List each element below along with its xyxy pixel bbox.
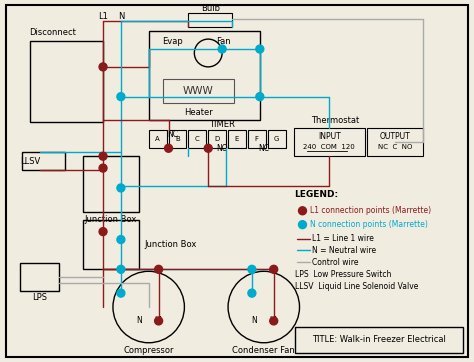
Text: L1: L1 [98,12,108,21]
Bar [188,13,232,27]
Circle shape [99,63,107,71]
Text: N connection points (Marrette): N connection points (Marrette) [310,220,428,229]
Circle shape [155,265,163,273]
Circle shape [248,265,256,273]
Text: E: E [235,136,239,142]
Text: Junction Box: Junction Box [145,240,197,249]
Text: NO: NO [216,144,228,153]
Text: OUTPUT: OUTPUT [379,132,410,141]
Text: Disconnect: Disconnect [29,28,76,37]
Circle shape [117,236,125,244]
Text: 240  COM  120: 240 COM 120 [303,144,355,150]
Bar [188,130,206,148]
Text: G: G [274,136,279,142]
Text: LPS: LPS [32,292,47,302]
Bar [83,220,139,269]
Text: D: D [215,136,220,142]
Text: Compressor: Compressor [123,346,174,355]
Text: LLSV: LLSV [20,157,40,166]
Text: L1 connection points (Marrette): L1 connection points (Marrette) [310,206,431,215]
Circle shape [117,289,125,297]
Text: Fan: Fan [216,37,231,46]
Circle shape [299,221,307,229]
Text: Evap: Evap [163,37,183,46]
Circle shape [117,265,125,273]
Text: INPUT: INPUT [318,132,341,141]
Circle shape [155,317,163,325]
Text: LLSV  Liquid Line Solenoid Valve: LLSV Liquid Line Solenoid Valve [294,282,418,291]
Circle shape [117,93,125,101]
Bar [228,130,246,148]
Circle shape [248,289,256,297]
Text: Condenser Fan: Condenser Fan [232,346,295,355]
Bar [29,41,103,122]
Circle shape [99,164,107,172]
Bar [169,130,186,148]
Text: TITLE: Walk-in Freezer Electrical: TITLE: Walk-in Freezer Electrical [312,335,446,344]
Text: Bulb: Bulb [201,4,220,13]
Text: TIMER: TIMER [209,120,235,129]
Circle shape [299,207,307,215]
Bar [22,152,65,170]
Circle shape [204,144,212,152]
Text: B: B [175,136,180,142]
Text: Heater: Heater [184,108,213,117]
Bar [20,264,59,291]
Bar [293,129,365,156]
Text: N: N [136,316,142,325]
Circle shape [218,45,226,53]
Text: C: C [195,136,200,142]
Bar [163,79,234,102]
Text: LPS  Low Pressure Switch: LPS Low Pressure Switch [294,270,391,279]
Text: L1 = Line 1 wire: L1 = Line 1 wire [312,234,374,243]
Bar [149,130,166,148]
Circle shape [117,184,125,192]
Bar [367,129,422,156]
Bar [268,130,286,148]
Text: N: N [251,316,257,325]
Bar [208,130,226,148]
Text: N: N [118,12,124,21]
Bar [248,130,266,148]
Text: LEGEND:: LEGEND: [294,190,339,199]
Circle shape [256,93,264,101]
Text: L1: L1 [269,316,278,325]
Text: WWW: WWW [183,86,214,96]
Text: N = Neutral wire: N = Neutral wire [312,246,376,255]
Circle shape [270,265,278,273]
Text: NC: NC [167,130,178,139]
Text: Control wire: Control wire [312,258,359,267]
Text: F: F [255,136,259,142]
Bar [294,327,463,353]
Bar [83,156,139,212]
Text: Junction Box: Junction Box [85,215,137,224]
Bar [149,31,260,121]
Circle shape [99,152,107,160]
Text: NC: NC [258,144,269,153]
Circle shape [270,317,278,325]
Text: Thermostat: Thermostat [311,116,359,125]
Text: L1: L1 [154,316,163,325]
Text: NC  C  NO: NC C NO [378,144,412,150]
Circle shape [256,45,264,53]
Circle shape [164,144,173,152]
Circle shape [99,228,107,236]
Text: A: A [155,136,160,142]
